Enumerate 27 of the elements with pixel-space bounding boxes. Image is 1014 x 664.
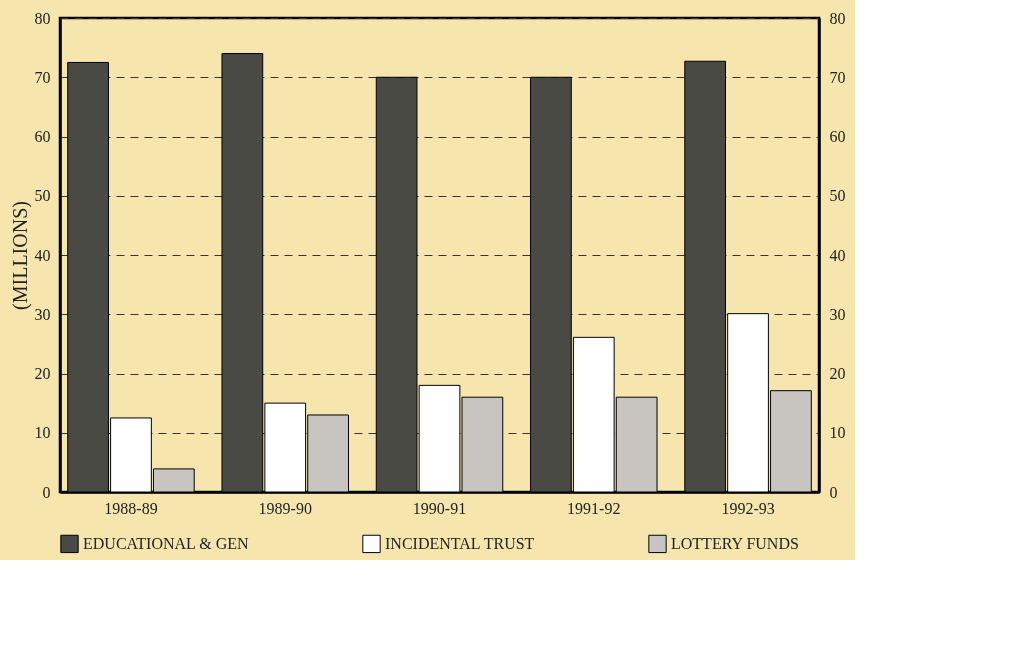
legend-label: INCIDENTAL TRUST — [385, 534, 535, 552]
y2-tick-label: 0 — [829, 483, 838, 501]
y2-tick-label: 80 — [829, 9, 846, 27]
y2-tick-label: 70 — [829, 68, 846, 86]
x-tick-label: 1989-90 — [258, 499, 312, 517]
y2-tick-label: 10 — [829, 424, 846, 442]
y-tick-label: 60 — [34, 128, 51, 145]
y2-tick-label: 30 — [829, 305, 846, 323]
y-tick-label: 20 — [34, 365, 51, 382]
y-axis-title: (MILLIONS) — [8, 201, 32, 310]
y-tick-label: 80 — [34, 9, 51, 27]
x-tick-label: 1992-93 — [721, 499, 775, 517]
x-tick-label: 1988-89 — [104, 499, 158, 517]
y2-tick-label: 50 — [829, 187, 846, 205]
y-tick-label: 30 — [34, 305, 51, 323]
y-tick-label: 40 — [34, 246, 51, 264]
legend-label: LOTTERY FUNDS — [671, 534, 799, 552]
x-tick-label: 1991-92 — [567, 499, 621, 517]
y2-tick-label: 20 — [829, 365, 846, 382]
legend-label: EDUCATIONAL & GEN — [83, 534, 250, 552]
y2-tick-label: 40 — [829, 246, 846, 264]
y-tick-label: 10 — [34, 424, 51, 442]
x-tick-label: 1990-91 — [412, 499, 467, 517]
y-tick-label: 0 — [42, 483, 51, 501]
y-tick-label: 50 — [34, 187, 51, 205]
y2-tick-label: 60 — [829, 128, 846, 145]
y-tick-label: 70 — [34, 68, 51, 86]
